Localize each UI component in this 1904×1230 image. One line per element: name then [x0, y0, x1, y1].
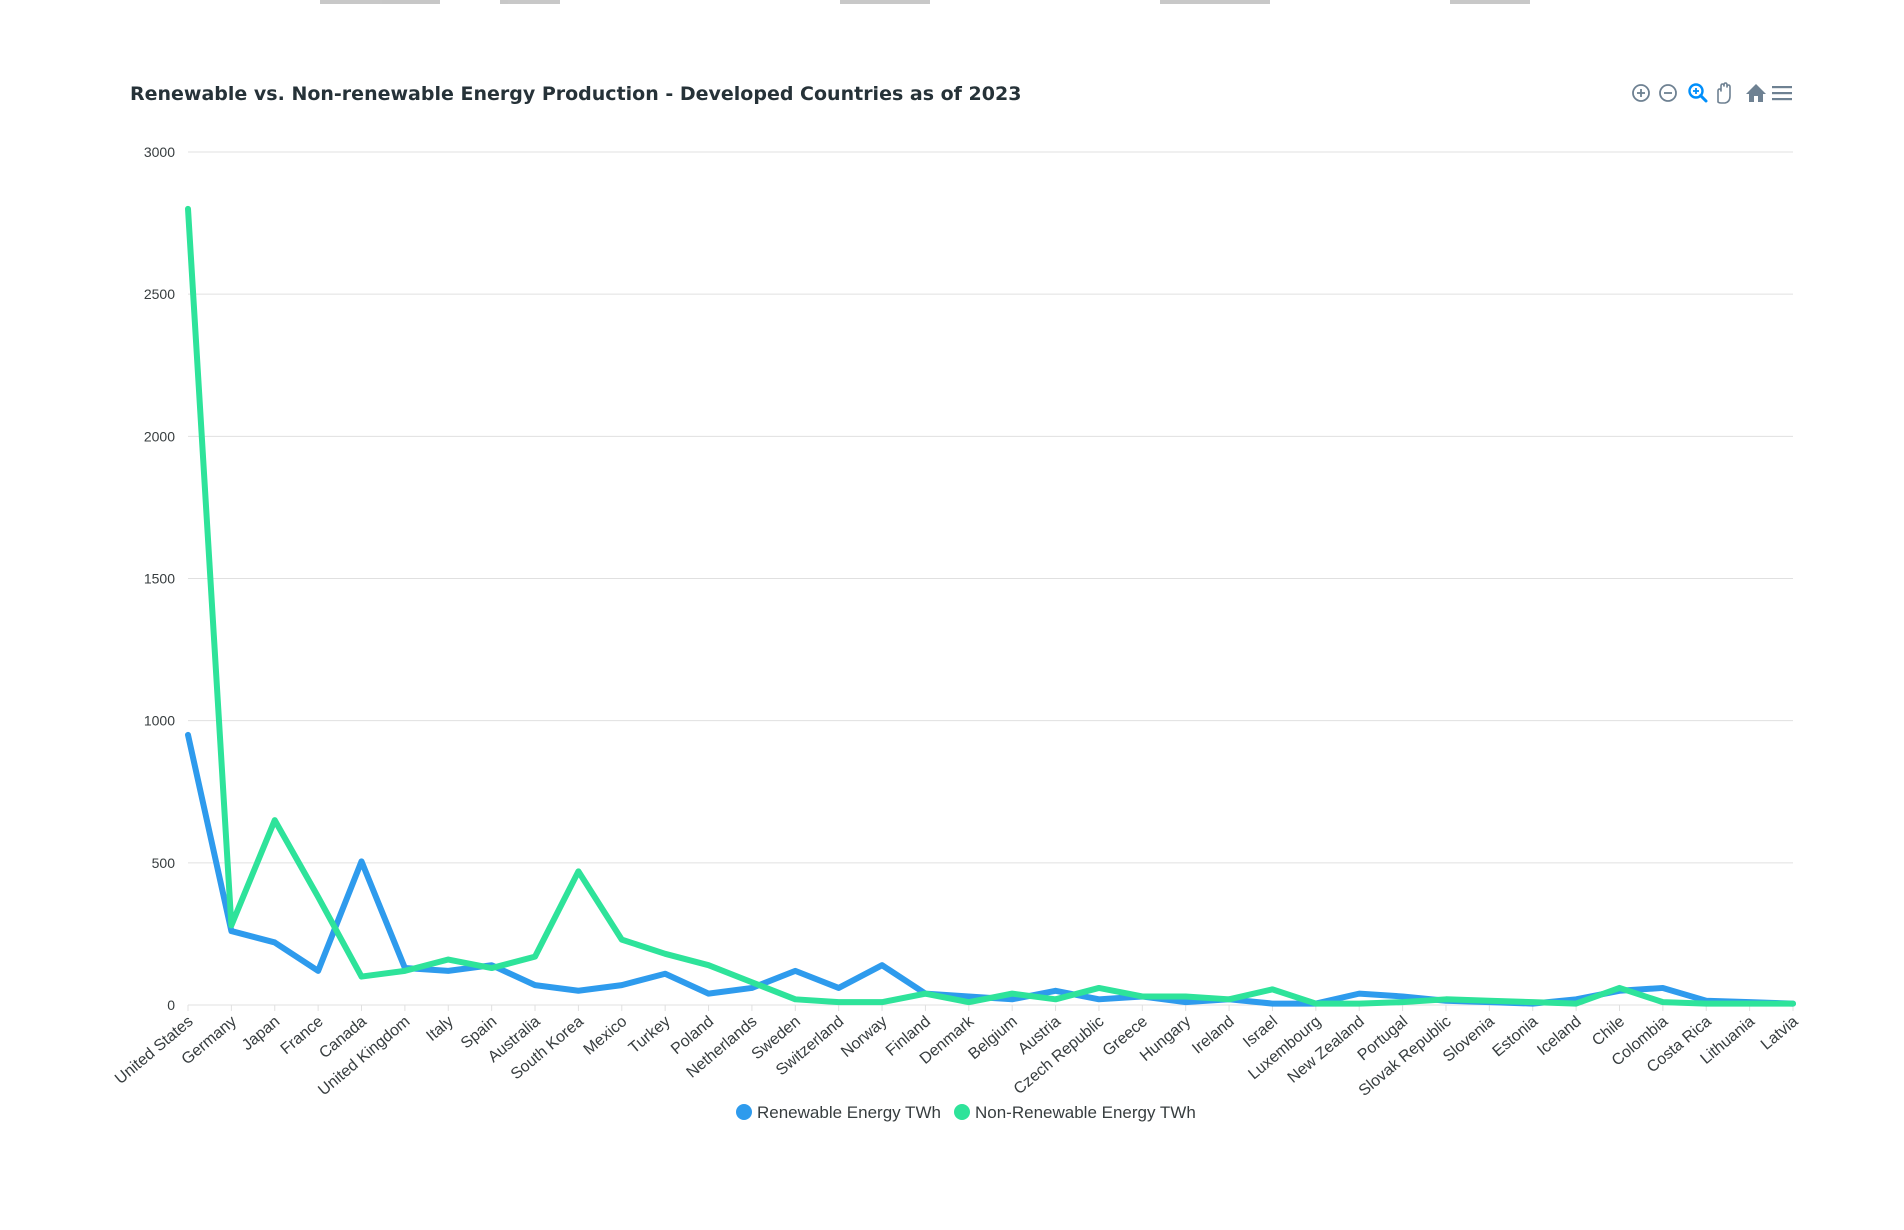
chart-toolbar	[1632, 82, 1792, 104]
zoom-in-icon[interactable]	[1632, 84, 1650, 102]
y-tick-label: 1000	[144, 713, 175, 729]
legend-marker	[736, 1104, 752, 1120]
x-tick-label: Belgium	[966, 1013, 1021, 1063]
y-tick-label: 1500	[144, 571, 175, 587]
series	[185, 205, 1796, 1007]
x-tick-label: Turkey	[626, 1013, 674, 1057]
y-tick-label: 2500	[144, 286, 175, 302]
zoom-selection-icon[interactable]	[1688, 83, 1708, 103]
y-axis: 0 500 1000 1500 2000 2500 3000	[144, 144, 175, 1013]
legend-label: Renewable Energy TWh	[757, 1103, 941, 1122]
y-tick-label: 2000	[144, 428, 175, 444]
x-tick-label: Japan	[239, 1013, 283, 1054]
x-tick-label: Norway	[838, 1013, 890, 1061]
x-tick-label: Latvia	[1758, 1013, 1802, 1054]
x-tick-label: Estonia	[1489, 1013, 1541, 1060]
home-reset-icon[interactable]	[1746, 84, 1766, 102]
legend-item-non-renewable[interactable]: Non-Renewable Energy TWh	[954, 1103, 1196, 1122]
y-tick-label: 500	[152, 855, 176, 871]
series-line-non-renewable[interactable]	[185, 205, 1796, 1007]
cropped-header-text	[320, 0, 1530, 4]
y-tick-label: 0	[167, 997, 175, 1013]
pan-hand-icon[interactable]	[1717, 82, 1731, 104]
grid	[188, 151, 1793, 1006]
x-tick-label: Ireland	[1189, 1013, 1237, 1057]
menu-icon[interactable]	[1772, 86, 1792, 101]
legend-label: Non-Renewable Energy TWh	[975, 1103, 1196, 1122]
x-tick-label: Mexico	[581, 1013, 631, 1059]
chart-title: Renewable vs. Non-renewable Energy Produ…	[130, 83, 1021, 105]
series-non-renewable	[185, 205, 1796, 1007]
zoom-out-icon[interactable]	[1659, 84, 1677, 102]
legend-marker	[954, 1104, 970, 1120]
x-tick-label: Iceland	[1534, 1013, 1584, 1059]
legend-item-renewable[interactable]: Renewable Energy TWh	[736, 1103, 941, 1122]
legend: Renewable Energy TWh Non-Renewable Energy…	[736, 1103, 1196, 1122]
x-tick-label: Italy	[423, 1013, 456, 1045]
y-tick-label: 3000	[144, 144, 175, 160]
